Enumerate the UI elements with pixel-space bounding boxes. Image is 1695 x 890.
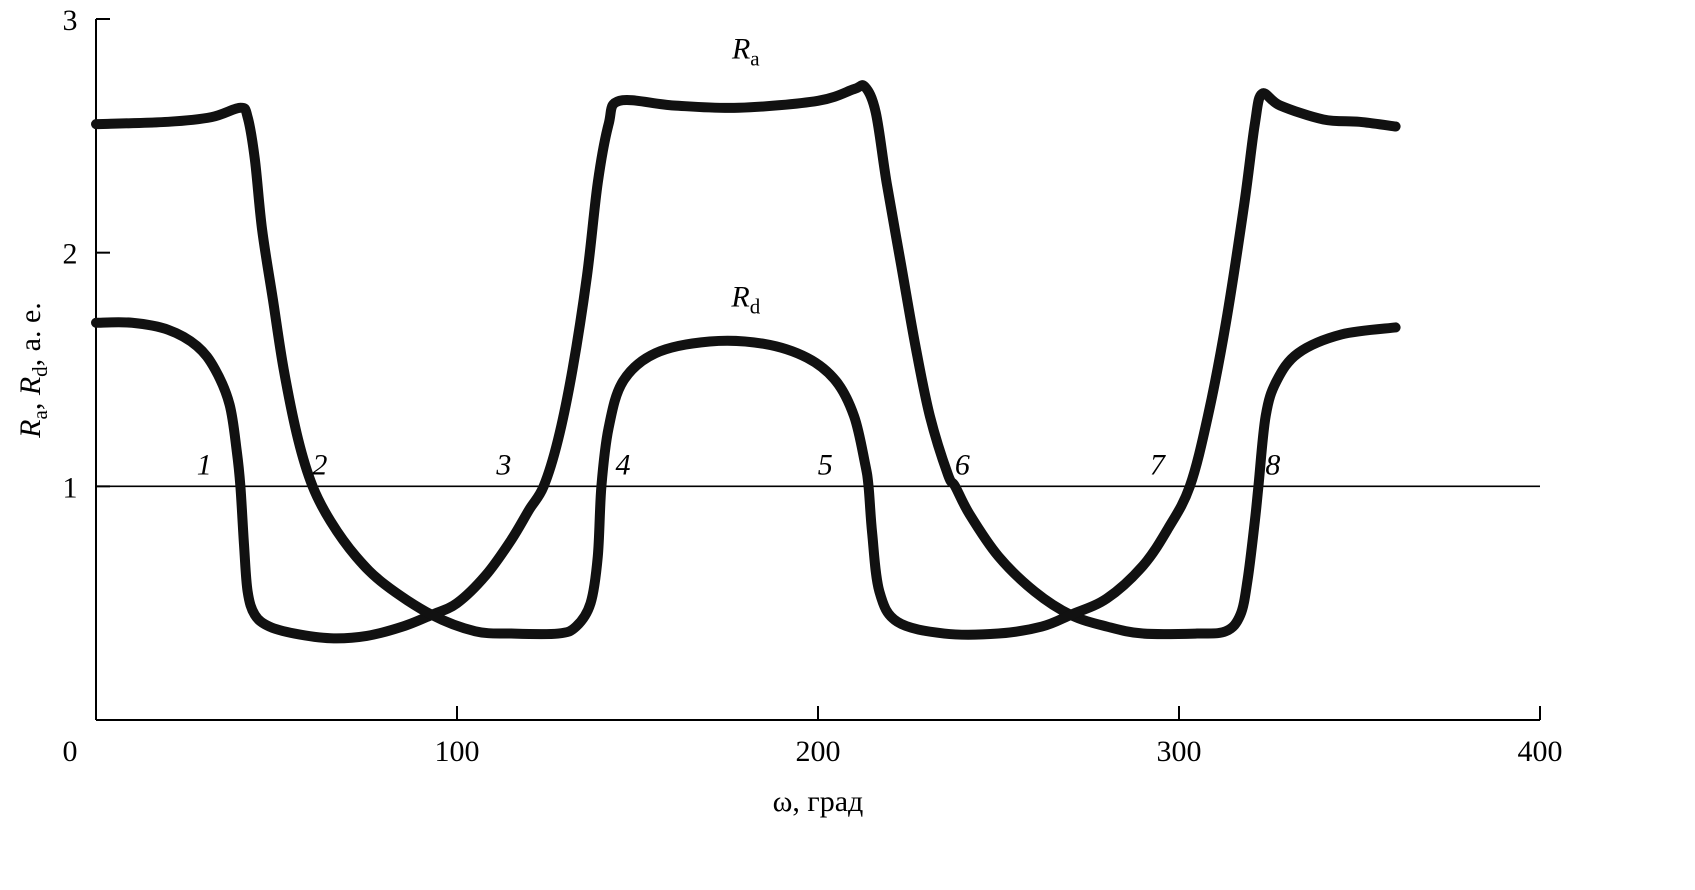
crossing-label: 5 (818, 449, 833, 482)
y-axis-label-part: , (14, 395, 47, 410)
y-axis-label-part: a (28, 409, 52, 419)
x-tick-label: 400 (1518, 735, 1563, 768)
crossing-label: 8 (1265, 449, 1280, 482)
series-label-Ra: Ra (731, 33, 760, 71)
series-group (91, 80, 1401, 644)
x-tick-label: 0 (63, 735, 78, 768)
x-axis-label: ω, град (773, 785, 864, 818)
series-label-main: R (731, 33, 750, 66)
series-label-sub: a (750, 47, 760, 71)
x-tick-label: 200 (796, 735, 841, 768)
y-axis-label-part: R (14, 419, 47, 438)
crossing-label: 1 (197, 449, 212, 482)
y-tick-label: 3 (63, 4, 78, 37)
x-tick-label: 300 (1157, 735, 1202, 768)
y-axis-label: Ra, Rd, a. e. (14, 302, 52, 439)
crossing-label: 6 (955, 449, 970, 482)
crossing-label: 7 (1150, 449, 1167, 482)
series-line-Rd (91, 88, 1401, 640)
series-label-Rd: Rd (730, 280, 760, 318)
series-label-main: R (730, 280, 749, 313)
y-tick-label: 1 (63, 471, 78, 504)
y-axis-label-part: R (14, 377, 47, 396)
y-tick-label: 2 (63, 238, 78, 271)
x-tick-label: 100 (435, 735, 480, 768)
y-axis-label-part: , a. e. (14, 302, 47, 366)
y-axis-label-part: d (28, 366, 52, 377)
series-line-Ra (91, 80, 1401, 644)
series-label-sub: d (750, 294, 761, 318)
crossing-label: 3 (495, 449, 511, 482)
crossing-label: 2 (312, 449, 327, 482)
crossing-label: 4 (616, 449, 631, 482)
